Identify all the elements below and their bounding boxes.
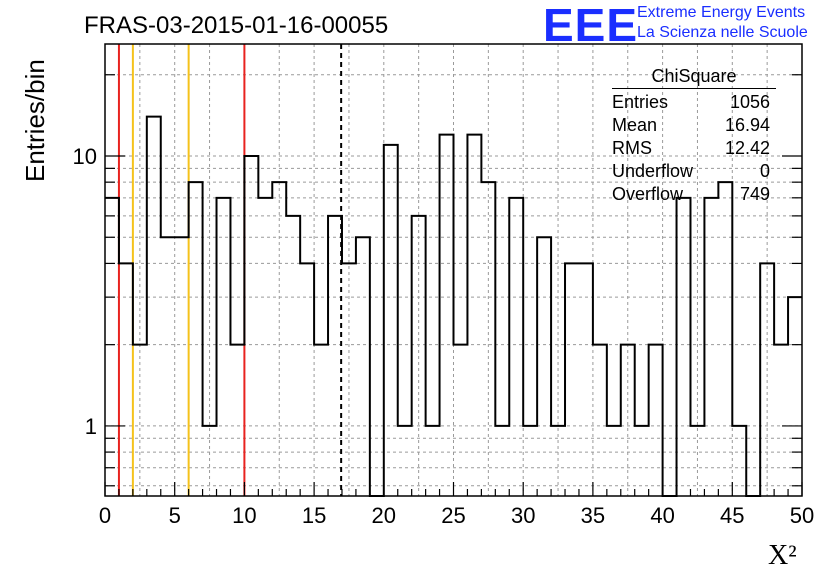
histogram-bin (565, 263, 579, 496)
histogram-bin (119, 263, 133, 496)
histogram-bin (621, 345, 635, 496)
stats-row-rms: RMS 12.42 (612, 138, 770, 158)
histogram-bin (509, 198, 523, 496)
x-tick-label: 5 (169, 503, 181, 528)
x-tick-label: 35 (581, 503, 605, 528)
x-tick-label: 45 (720, 503, 744, 528)
stats-row-mean: Mean 16.94 (612, 115, 770, 135)
histogram-bin (788, 297, 802, 496)
histogram-bin (732, 426, 746, 496)
histogram-bin (579, 263, 593, 496)
eee-logo: EEE (543, 0, 639, 51)
x-tick-label: 50 (790, 503, 814, 528)
histogram-bin (607, 426, 621, 496)
logo-line-2: La Scienza nelle Scuole (637, 24, 808, 41)
histogram-bin (356, 237, 370, 496)
x-tick-label: 0 (99, 503, 111, 528)
x-tick-label: 40 (650, 503, 674, 528)
histogram-bin (230, 345, 244, 496)
histogram-bin (189, 182, 203, 496)
stats-box: ChiSquare Entries 1056 Mean 16.94 RMS 12.42… (612, 66, 776, 206)
histogram-outline (105, 115, 802, 497)
histogram-bin (774, 345, 788, 496)
y-tick-label: 10 (73, 144, 97, 169)
chart-title: FRAS-03-2015-01-16-00055 (84, 12, 389, 39)
histogram-bin (175, 237, 189, 496)
logo-line-1: Extreme Energy Events (637, 4, 806, 21)
histogram-bin (454, 345, 468, 496)
x-tick-label: 20 (372, 503, 396, 528)
histogram-bin (133, 345, 147, 496)
stats-row-overflow: Overflow 749 (612, 184, 770, 204)
stats-title: ChiSquare (612, 66, 776, 89)
histogram-bin (537, 237, 551, 496)
histogram-bin (147, 117, 161, 496)
histogram-bin (105, 198, 119, 496)
histogram-bin (704, 198, 718, 496)
y-axis-label: Entries/bin (20, 59, 50, 182)
x-tick-label: 25 (441, 503, 465, 528)
histogram-bin (300, 263, 314, 496)
histogram-bin (649, 345, 663, 496)
histogram-bin (593, 345, 607, 496)
histogram-bin (467, 135, 481, 496)
histogram-bin (286, 216, 300, 496)
histogram-bin (161, 237, 175, 496)
histogram-bin (328, 216, 342, 496)
x-tick-label: 15 (302, 503, 326, 528)
histogram-bin (440, 135, 454, 496)
histogram-bin (314, 345, 328, 496)
histogram-bin (244, 156, 258, 496)
y-tick-label: 1 (85, 414, 97, 439)
histogram-bin (258, 198, 272, 496)
histogram-bin (718, 182, 732, 496)
stats-row-entries: Entries 1056 (612, 92, 770, 112)
x-tick-label: 30 (511, 503, 535, 528)
histogram-bin (217, 198, 231, 496)
x-tick-label: 10 (232, 503, 256, 528)
stats-row-underflow: Underflow 0 (612, 161, 770, 181)
histogram-bin (677, 198, 691, 496)
x-axis-label: X² (768, 540, 797, 571)
